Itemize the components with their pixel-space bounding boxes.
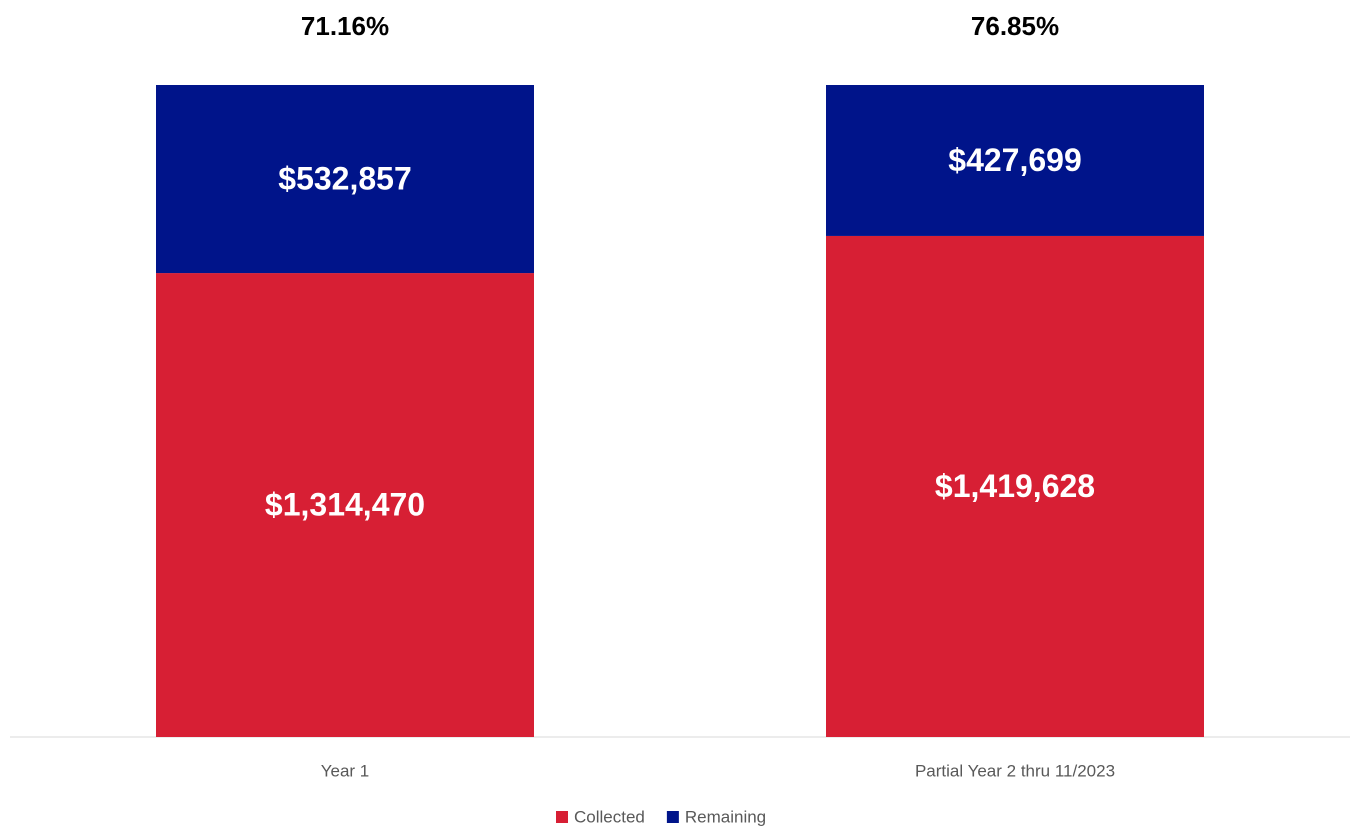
value-label: $532,857 (278, 160, 411, 196)
value-label: $427,699 (948, 142, 1081, 178)
bar-segment (156, 85, 534, 274)
percent-label: 76.85% (971, 11, 1059, 41)
bar-segment (826, 235, 1204, 737)
legend-swatch (556, 811, 568, 823)
bar-segment (826, 85, 1204, 236)
value-label: $1,419,628 (935, 468, 1095, 504)
legend-label: Remaining (685, 807, 766, 826)
x-tick-label: Partial Year 2 thru 11/2023 (915, 761, 1115, 780)
percent-label: 71.16% (301, 11, 389, 41)
value-label: $1,314,470 (265, 486, 425, 522)
x-tick-label: Year 1 (321, 761, 370, 780)
legend-swatch (666, 811, 679, 823)
bar-segment (156, 273, 534, 737)
legend-label: Collected (574, 807, 645, 826)
